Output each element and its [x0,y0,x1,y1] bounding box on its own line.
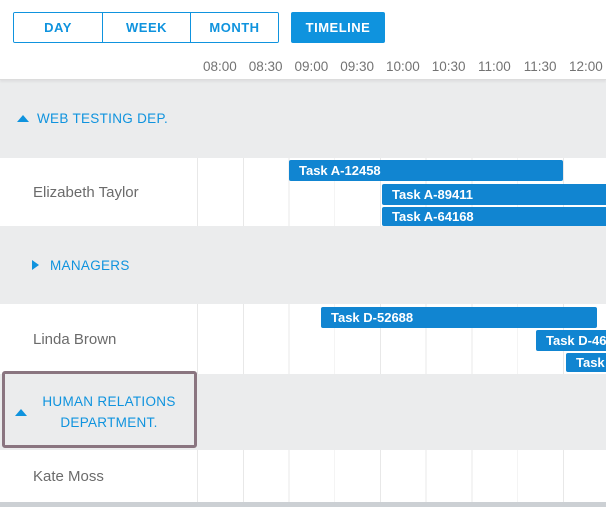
bottom-edge-strip [0,502,606,507]
time-header-cell: 10:00 [385,59,420,74]
collapse-arrow-icon[interactable] [15,408,27,416]
time-header-cell: 08:30 [248,59,283,74]
group-label: WEB TESTING DEP. [37,111,169,126]
resource-name: Kate Moss [33,467,104,485]
view-button-day[interactable]: DAY [14,13,102,42]
timeline-cells[interactable] [197,450,606,502]
time-header-cell: 10:30 [431,59,466,74]
time-header-cell: 11:00 [477,59,511,74]
view-switcher-toolbar: DAY WEEK MONTH TIMELINE [0,0,606,55]
appointment[interactable]: Task A-12458 [289,160,563,181]
group-label: HUMAN RELATIONS DEPARTMENT. [42,394,176,430]
time-header-cell: 09:00 [294,59,329,74]
time-header-cell: 08:00 [202,59,237,74]
resource-row-kate-moss: Kate Moss [0,450,606,502]
appointment[interactable]: Task D-52688 [321,307,597,328]
appointment[interactable]: Task [566,353,606,372]
view-button-month[interactable]: MONTH [190,13,278,42]
resource-name: Linda Brown [33,330,117,348]
group-row-web-testing-dep[interactable]: WEB TESTING DEP. [0,79,606,158]
group-row-managers[interactable]: MANAGERS [0,226,606,304]
expand-arrow-icon[interactable] [32,260,39,270]
resource-name: Elizabeth Taylor [33,183,139,201]
time-header-cell: 09:30 [340,59,375,74]
appointment[interactable]: Task D-46 [536,330,606,351]
timeline-header-spacer [0,55,197,79]
group-label: MANAGERS [50,257,130,273]
time-header-cell: 11:30 [523,59,557,74]
collapse-arrow-icon[interactable] [17,115,29,122]
view-switcher-group: DAY WEEK MONTH [13,12,279,43]
view-button-week[interactable]: WEEK [102,13,190,42]
time-header-cell: 12:00 [568,59,603,74]
appointment[interactable]: Task A-64168 [382,207,606,226]
view-button-timeline[interactable]: TIMELINE [291,12,385,43]
appointment[interactable]: Task A-89411 [382,184,606,205]
timeline-header: 08:00 08:30 09:00 09:30 10:00 10:30 11:0… [0,55,606,80]
group-row-human-relations-department[interactable]: HUMAN RELATIONS DEPARTMENT. [0,374,606,450]
